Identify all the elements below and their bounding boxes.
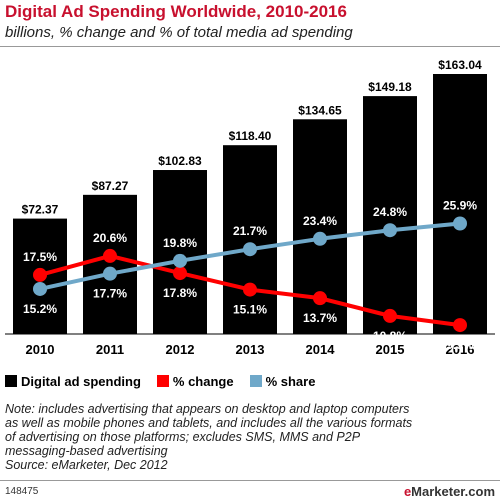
share-label-2012: 19.8% — [163, 236, 197, 250]
share-point-2011 — [103, 266, 117, 281]
legend-swatch-share — [249, 375, 262, 387]
change-label-2010: 17.5% — [23, 250, 57, 264]
share-point-2010 — [33, 281, 47, 296]
share-point-2016 — [453, 216, 467, 231]
bar-label-2014: $134.65 — [298, 103, 342, 117]
share-label-2015: 24.8% — [373, 205, 407, 219]
logo-prefix: e — [403, 484, 412, 499]
change-label-2014: 13.7% — [303, 311, 337, 325]
note-source: Source: eMarketer, Dec 2012 — [5, 458, 168, 472]
chart-id: 148475 — [5, 486, 39, 497]
x-tick-2016: 2016 — [446, 342, 475, 357]
legend-swatch-spending — [5, 375, 17, 387]
x-tick-2012: 2012 — [166, 342, 195, 357]
bottom-divider — [0, 480, 500, 481]
change-point-2014 — [313, 291, 327, 306]
change-point-2015 — [383, 308, 397, 323]
bar-2012 — [153, 170, 207, 334]
bar-2013 — [223, 145, 277, 334]
chart-note: Note: includes advertising that appears … — [5, 402, 497, 472]
change-point-2011 — [103, 248, 117, 263]
x-tick-2011: 2011 — [96, 342, 124, 357]
chart-canvas: $72.37 $87.27 $102.83 $118.40 $134.65 $149.18… — [5, 58, 495, 357]
change-point-2010 — [33, 267, 47, 282]
share-label-2010: 15.2% — [23, 302, 57, 316]
logo-rest: Marketer — [411, 484, 465, 499]
x-tick-2015: 2015 — [376, 342, 405, 357]
change-point-2013 — [243, 282, 257, 297]
bar-2011 — [83, 194, 137, 334]
bar-label-2015: $149.18 — [368, 80, 412, 94]
chart-title: Digital Ad Spending Worldwide, 2010-2016 — [5, 2, 347, 21]
legend-label-change: % change — [172, 373, 234, 389]
share-label-2013: 21.7% — [233, 224, 267, 238]
share-point-2014 — [313, 231, 327, 246]
chart-subtitle: billions, % change and % of total media … — [5, 24, 353, 41]
note-line-2: as well as mobile phones and tablets, an… — [5, 416, 413, 430]
logo-suffix: .com — [464, 484, 495, 499]
legend: Digital ad spending % change % share — [5, 372, 331, 390]
share-point-2013 — [243, 242, 257, 257]
legend-label-share: % share — [265, 373, 316, 389]
share-point-2012 — [173, 253, 187, 268]
bar-2015 — [363, 96, 417, 334]
top-divider — [0, 46, 500, 47]
x-tick-2013: 2013 — [236, 342, 265, 357]
note-line-1: Note: includes advertising that appears … — [5, 402, 410, 416]
legend-item-change: % change — [156, 373, 234, 389]
legend-item-share: % share — [249, 373, 316, 389]
share-label-2014: 23.4% — [303, 214, 337, 228]
bar-label-2016: $163.04 — [438, 58, 482, 72]
change-point-2012 — [173, 266, 187, 281]
change-label-2016: 9.3% — [446, 338, 474, 352]
x-tick-2014: 2014 — [306, 342, 336, 357]
bar-label-2011: $87.27 — [92, 179, 129, 193]
share-point-2015 — [383, 223, 397, 238]
bar-label-2010: $72.37 — [22, 203, 59, 217]
change-label-2012: 17.8% — [163, 286, 197, 300]
emarketer-logo: eMarketer.com — [404, 484, 495, 499]
change-point-2016 — [453, 318, 467, 333]
share-label-2016: 25.9% — [443, 198, 477, 212]
x-tick-2010: 2010 — [26, 342, 55, 357]
bar-2016 — [433, 74, 487, 334]
change-label-2015: 10.8% — [373, 329, 407, 343]
change-label-2013: 15.1% — [233, 303, 267, 317]
change-label-2011: 20.6% — [93, 231, 127, 245]
share-label-2011: 17.7% — [93, 287, 127, 301]
bar-label-2012: $102.83 — [158, 154, 202, 168]
note-line-4: messaging-based advertising — [5, 444, 168, 458]
legend-item-spending: Digital ad spending — [5, 374, 141, 389]
bar-label-2013: $118.40 — [229, 129, 272, 143]
note-line-3: of advertising on those platforms; exclu… — [5, 430, 361, 444]
legend-swatch-change — [156, 375, 169, 387]
legend-label-spending: Digital ad spending — [21, 373, 141, 389]
